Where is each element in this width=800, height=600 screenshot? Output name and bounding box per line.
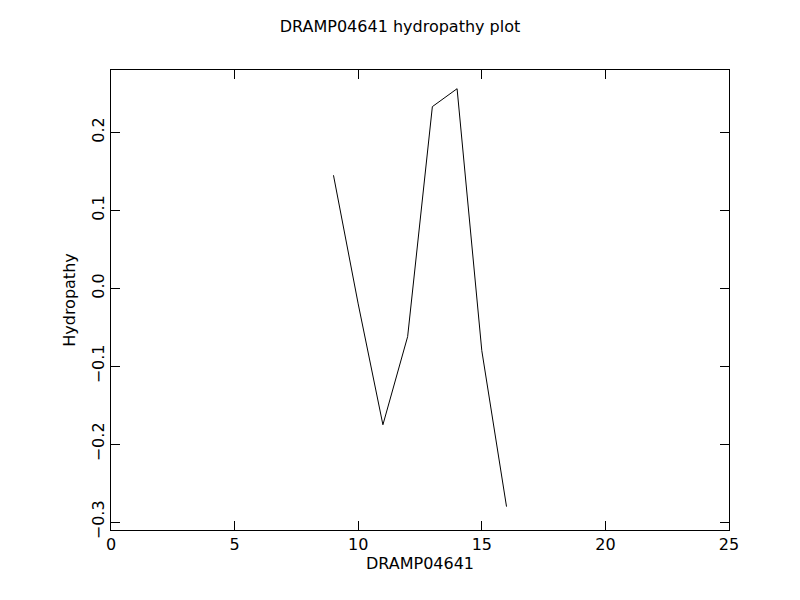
svg-text:DRAMP04641 hydropathy plot: DRAMP04641 hydropathy plot: [280, 17, 521, 36]
svg-text:−0.3: −0.3: [89, 500, 108, 539]
svg-text:−0.2: −0.2: [89, 422, 108, 461]
svg-text:0.2: 0.2: [89, 117, 108, 142]
svg-text:10: 10: [348, 535, 368, 554]
svg-text:20: 20: [595, 535, 615, 554]
svg-text:DRAMP04641: DRAMP04641: [366, 554, 474, 573]
svg-text:−0.1: −0.1: [89, 344, 108, 383]
svg-text:15: 15: [472, 535, 492, 554]
svg-text:25: 25: [719, 535, 739, 554]
svg-text:0: 0: [106, 535, 116, 554]
svg-text:0.0: 0.0: [89, 273, 108, 298]
svg-text:5: 5: [230, 535, 240, 554]
svg-text:0.1: 0.1: [89, 195, 108, 220]
svg-text:Hydropathy: Hydropathy: [60, 253, 79, 347]
